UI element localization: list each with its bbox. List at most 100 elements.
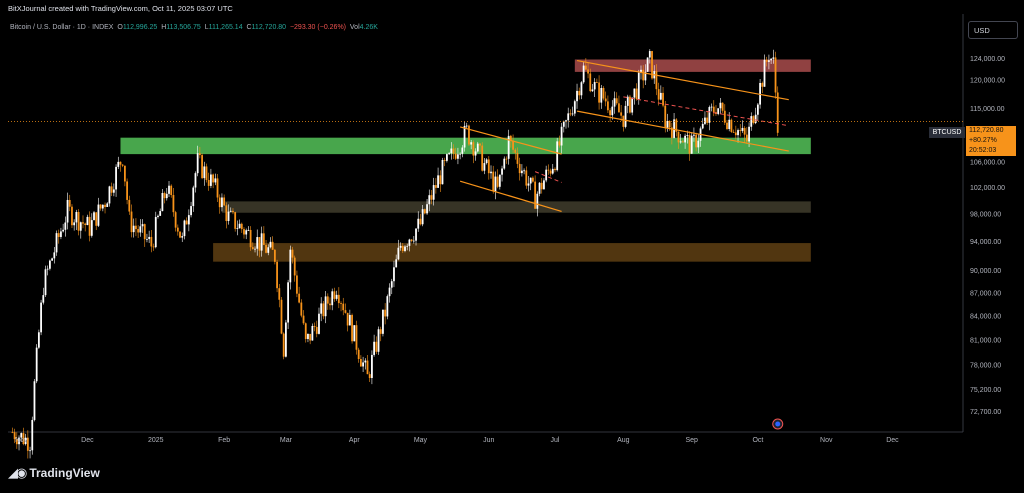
candle-body: [761, 82, 764, 87]
candle-body: [648, 51, 651, 58]
candle-body: [18, 437, 20, 445]
candle-body: [607, 101, 609, 111]
candle-body: [487, 159, 490, 174]
y-tick-label: 115,000.00: [970, 106, 1005, 113]
candle-body: [75, 212, 78, 223]
candle-body: [474, 151, 477, 156]
candle-body: [399, 245, 402, 248]
candle-body: [479, 143, 481, 146]
candle-body: [730, 119, 733, 132]
candle-body: [662, 92, 664, 106]
candle-body: [194, 173, 197, 188]
candle-body: [108, 186, 111, 204]
candle-body: [99, 204, 102, 209]
candle-body: [262, 233, 265, 245]
candle-body: [388, 287, 391, 297]
candle-body: [580, 82, 583, 96]
candle-body: [373, 341, 376, 355]
candle-body: [97, 204, 100, 226]
candle-body: [154, 216, 157, 248]
candle-body: [595, 82, 598, 83]
candle-body: [637, 72, 640, 100]
candle-body: [143, 224, 146, 240]
candle-body: [44, 269, 47, 296]
candle-body: [183, 220, 186, 237]
candle-body: [176, 227, 179, 232]
candle-body: [320, 303, 323, 314]
candle-body: [190, 206, 192, 216]
last-price-value: 112,720.80: [969, 127, 1004, 134]
candle-body: [677, 131, 680, 143]
candle-body: [192, 187, 195, 207]
candle-body: [346, 312, 349, 326]
candle-body: [459, 153, 462, 155]
candle-body: [717, 108, 720, 114]
x-tick-label: Mar: [280, 437, 293, 444]
channel-1-mid: [534, 171, 562, 183]
candle-body: [185, 220, 188, 225]
candle-body: [618, 103, 620, 113]
candle-body: [768, 60, 770, 62]
candle-body: [626, 96, 629, 106]
candle-body: [701, 123, 704, 129]
candle-body: [307, 333, 309, 339]
candle-body: [64, 222, 67, 230]
candle-body: [408, 239, 411, 246]
candle-body: [446, 154, 448, 161]
y-tick-label: 94,000.00: [970, 239, 1001, 246]
candle-body: [223, 197, 226, 206]
candle-body: [207, 179, 210, 186]
candle-body: [90, 220, 93, 236]
candle-body: [571, 113, 574, 115]
currency-button[interactable]: USD: [968, 21, 1018, 39]
candle-body: [379, 329, 382, 334]
candle-body: [170, 185, 173, 196]
candle-body: [532, 177, 534, 182]
candle-body: [421, 209, 424, 225]
candle-body: [393, 267, 395, 282]
candle-body: [609, 110, 612, 116]
candle-body: [309, 333, 312, 341]
candle-body: [157, 215, 159, 217]
candle-body: [371, 354, 373, 378]
candle-body: [741, 127, 744, 131]
candle-body: [84, 223, 87, 226]
candle-body: [174, 212, 177, 228]
candle-body: [82, 222, 84, 224]
candle-body: [750, 116, 753, 127]
candle-body: [492, 171, 495, 192]
candle-body: [693, 134, 695, 136]
candle-body: [523, 170, 525, 172]
y-tick-label: 90,000.00: [970, 268, 1001, 275]
candle-body: [179, 231, 181, 238]
candle-body: [481, 145, 484, 171]
x-tick-label: Dec: [886, 437, 899, 444]
candle-body: [33, 381, 36, 420]
candle-body: [578, 90, 581, 96]
candle-body: [743, 127, 746, 135]
candle-body: [101, 204, 104, 209]
candle-body: [15, 439, 18, 445]
candle-body: [664, 105, 667, 129]
candle-body: [507, 135, 510, 159]
candle-body: [765, 59, 768, 62]
candle-body: [159, 211, 162, 216]
candle-body: [126, 181, 128, 200]
candle-body: [551, 168, 554, 174]
candle-body: [364, 360, 367, 363]
candle-body: [254, 248, 256, 250]
symbol-tag: BTCUSD: [929, 127, 965, 138]
ohlc-legend: Bitcoin / U.S. Dollar · 1D · INDEX O112,…: [10, 24, 378, 31]
candle-body: [205, 166, 208, 180]
candle-body: [756, 104, 759, 115]
candle-body: [463, 125, 466, 148]
candle-body: [708, 107, 711, 123]
candle-body: [558, 141, 561, 146]
candle-body: [600, 87, 603, 103]
candle-body: [42, 295, 45, 303]
tradingview-mark-icon: ◢◉: [8, 465, 27, 480]
change-value: −293.30 (−0.26%): [289, 24, 346, 31]
change-percent: +80.27%: [969, 137, 997, 144]
candle-body: [273, 249, 276, 262]
